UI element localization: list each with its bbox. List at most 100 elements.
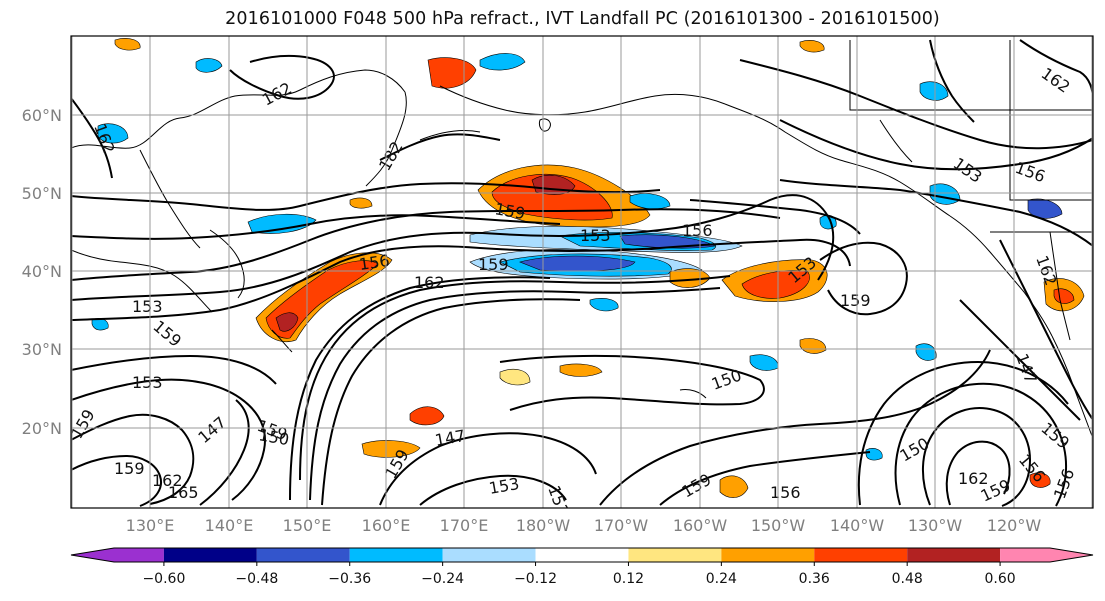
coastline [365, 91, 407, 187]
latitude-labels: 60°N 50°N 40°N 30°N 20°N [22, 106, 62, 438]
contour [321, 298, 581, 506]
lon-label: 130°W [908, 516, 963, 535]
border [1009, 40, 1093, 201]
lat-label: 50°N [22, 184, 62, 203]
shade-positive [349, 197, 373, 209]
lat-label: 20°N [22, 419, 62, 438]
longitude-labels: 130°E 140°E 150°E 160°E 170°E 180°W 170°… [126, 516, 1042, 535]
contour [739, 59, 1093, 150]
contour [779, 179, 1093, 247]
contour [71, 413, 195, 505]
colorbar-segment [256, 548, 350, 562]
coastline [539, 118, 551, 132]
contour-label: 162 [414, 273, 445, 292]
contour-label: 162 [958, 469, 989, 488]
contour-label: 162 [152, 471, 183, 490]
contour [71, 208, 781, 281]
contour [71, 454, 162, 507]
colorbar-segment [71, 548, 164, 562]
coastline [439, 85, 726, 116]
shade-negative [589, 298, 619, 312]
contour [819, 241, 908, 316]
contours [71, 39, 1093, 507]
shade-positive [361, 440, 421, 458]
colorbar-segment [721, 548, 815, 562]
lon-label: 140°E [205, 516, 254, 535]
coastline [724, 103, 951, 217]
contour [71, 97, 113, 179]
colorbar-outline [70, 547, 1094, 563]
contour [299, 275, 731, 481]
contour [894, 382, 1067, 507]
contour-label: 156 [682, 221, 713, 240]
contour [419, 474, 567, 506]
map-panel: 162 162 182 159 153 156 156 153 156 162 … [70, 35, 1094, 509]
colorbar-tick-label: −0.24 [421, 571, 464, 587]
colorbar-tick-label: −0.60 [142, 571, 185, 587]
contour-label: 159 [478, 255, 509, 274]
contour-label: 153 [580, 226, 611, 245]
contour [379, 133, 501, 161]
contour-label: 159 [114, 459, 145, 478]
map-title: 2016101000 F048 500 hPa refract., IVT La… [225, 9, 940, 29]
lon-label: 130°E [126, 516, 175, 535]
lat-label: 60°N [22, 106, 62, 125]
contour [71, 214, 561, 240]
contour [229, 54, 335, 100]
contour [309, 287, 721, 501]
colorbar-tick-label: 0.36 [799, 571, 830, 587]
lon-label: 170°W [594, 516, 649, 535]
colorbar-segment [442, 548, 536, 562]
colorbar-segment [907, 548, 1001, 562]
lat-label: 30°N [22, 340, 62, 359]
contour-label: 156 [358, 251, 391, 274]
contour-label: 153 [132, 297, 163, 316]
shade-positive [719, 475, 749, 498]
colorbar-segment [814, 548, 908, 562]
shade-positive [799, 40, 825, 53]
shade-negative [629, 193, 671, 210]
lon-label: 140°W [830, 516, 885, 535]
contour-label: 156 [770, 483, 801, 502]
lon-label: 170°E [440, 516, 489, 535]
shade-negative [97, 123, 129, 144]
contour [71, 354, 277, 385]
contour [857, 360, 1069, 506]
contour [199, 399, 250, 506]
lat-label: 40°N [22, 262, 62, 281]
contour [71, 182, 661, 211]
coastline [419, 129, 481, 141]
shade-positive [275, 312, 299, 332]
shade-negative [479, 53, 526, 71]
lon-label: 160°W [673, 516, 728, 535]
coastline [271, 329, 293, 353]
colorbar: −0.60 −0.48 −0.36 −0.24 −0.12 0.12 0.24 0.36 0.4… [70, 547, 1094, 587]
lon-label: 120°W [987, 516, 1042, 535]
contour [921, 407, 1032, 507]
shade-positive [114, 38, 141, 51]
colorbar-tick-label: 0.12 [613, 571, 644, 587]
shade-negative [195, 58, 223, 73]
colorbar-tick-label: −0.48 [235, 571, 278, 587]
colorbar-tick-label: 0.24 [706, 571, 737, 587]
colorbar-tick-label: 0.60 [985, 571, 1016, 587]
contour [659, 451, 871, 506]
graticule [71, 36, 1093, 508]
colorbar-tick-label: −0.36 [328, 571, 371, 587]
contour-label: 165 [168, 483, 199, 502]
shade-positive [1029, 472, 1051, 488]
contour [499, 354, 765, 411]
lon-label: 150°W [751, 516, 806, 535]
shade-negative [865, 448, 883, 461]
contour [999, 239, 1093, 421]
contour [289, 276, 551, 501]
contour [379, 432, 597, 506]
coastline [71, 69, 406, 149]
shade-negative [915, 343, 937, 361]
shade-positive [799, 338, 827, 354]
shade-negative [919, 81, 949, 101]
colorbar-tick-label: −0.12 [514, 571, 557, 587]
shade-positive [741, 270, 810, 299]
shade-positive [409, 406, 445, 426]
